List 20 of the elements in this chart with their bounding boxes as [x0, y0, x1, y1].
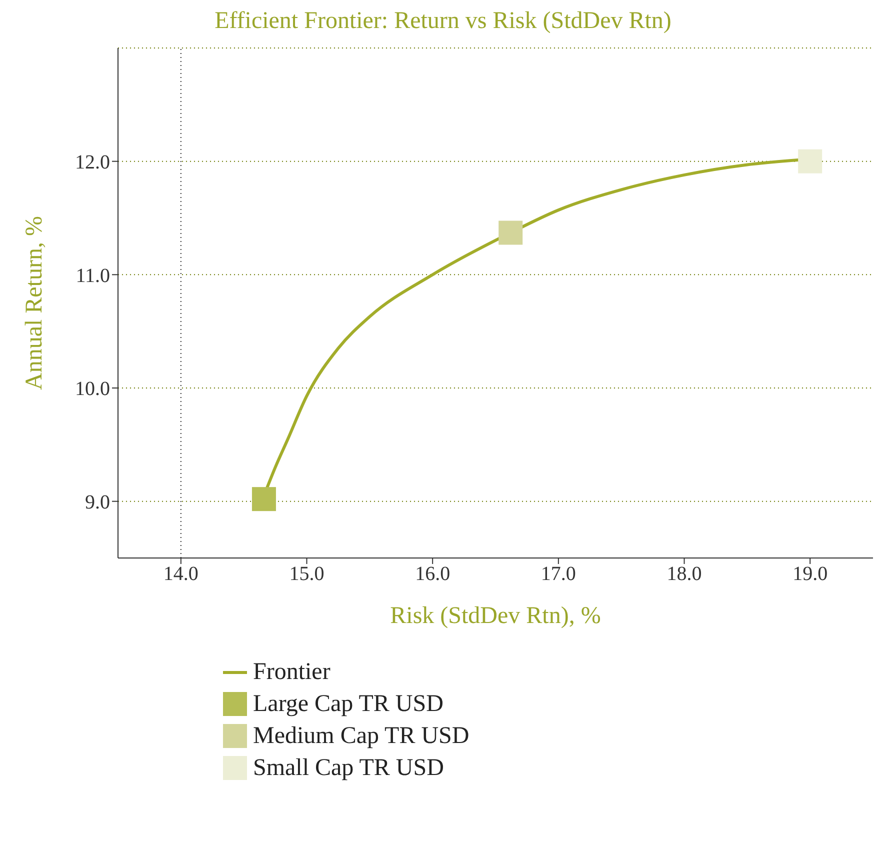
point: [798, 149, 822, 174]
legend-label: Medium Cap TR USD: [253, 722, 470, 750]
y-tick-label: 11.0: [76, 264, 110, 287]
x-tick-label: 15.0: [289, 563, 324, 586]
x-tick-label: 14.0: [163, 563, 198, 586]
x-tick-label: 16.0: [415, 563, 450, 586]
y-tick-label: 9.0: [85, 491, 110, 514]
x-axis-title: Risk (StdDev Rtn), %: [390, 603, 601, 629]
y-tick-label: 10.0: [75, 378, 110, 400]
legend-label: Small Cap TR USD: [253, 754, 444, 782]
legend-label: Large Cap TR USD: [253, 690, 444, 718]
legend-label: Frontier: [253, 658, 330, 686]
x-tick-label: 18.0: [666, 563, 702, 586]
point: [498, 220, 523, 245]
x-tick-label: 19.0: [792, 563, 828, 586]
point: [252, 487, 276, 512]
y-tick-label: 12.0: [75, 151, 110, 174]
chart-title: Efficient Frontier: Return vs Risk (StdDev Rtn): [214, 8, 672, 36]
y-axis-title: Annual Return, %: [22, 216, 48, 390]
x-tick-label: 17.0: [540, 563, 576, 586]
